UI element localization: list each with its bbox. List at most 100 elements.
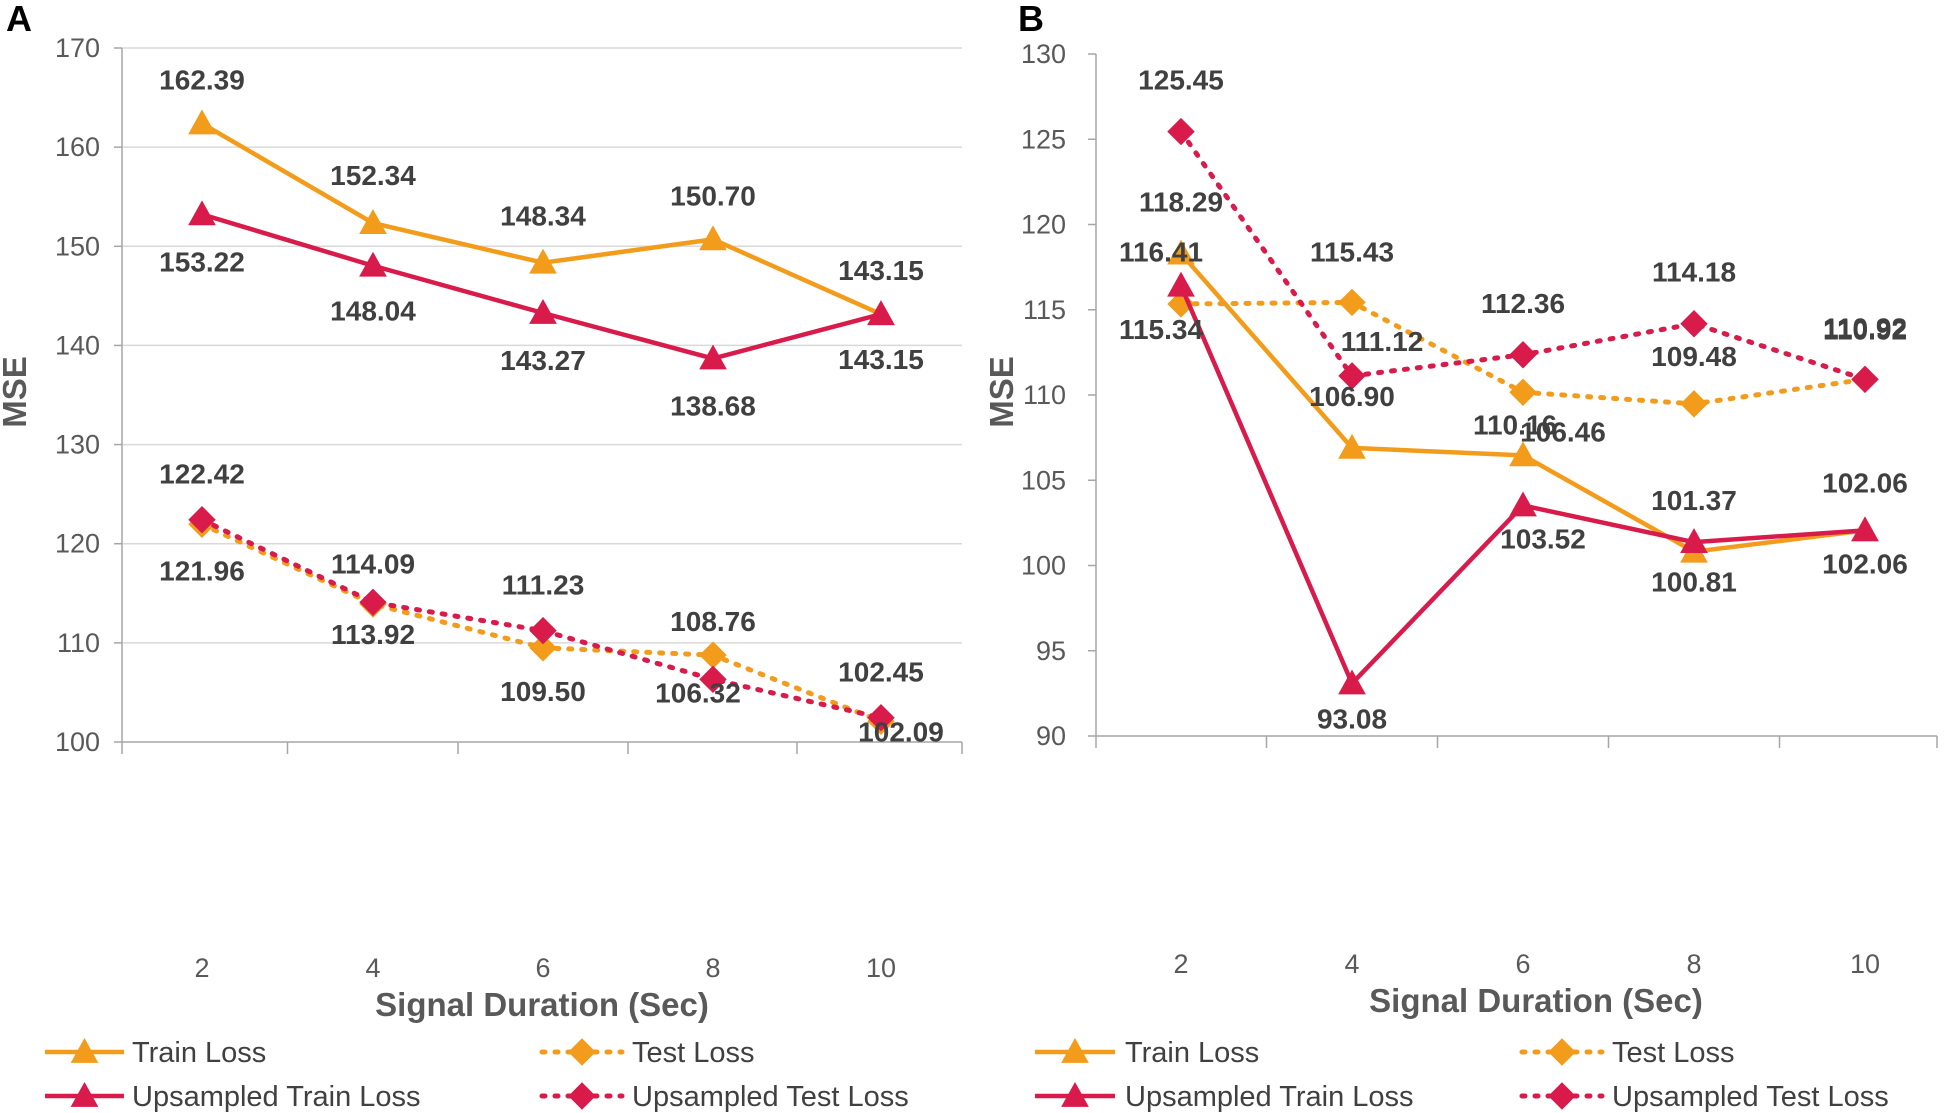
x-axis-title: Signal Duration (Sec) [375, 986, 709, 1023]
y-axis-title: MSE [983, 356, 1020, 428]
legend-label-upsampled-test-loss: Upsampled Test Loss [632, 1081, 909, 1113]
point-upsampled-test-loss [188, 506, 216, 534]
y-tick-label: 170 [55, 33, 100, 63]
legend-marker-train-loss [70, 1037, 99, 1063]
data-label-upsampled-train-loss: 101.37 [1651, 485, 1737, 516]
data-label-test-loss: 121.96 [159, 555, 245, 586]
data-label-train-loss: 100.81 [1651, 567, 1737, 598]
x-tick-label: 8 [705, 953, 720, 983]
point-upsampled-test-loss [359, 588, 387, 617]
point-train-loss [188, 109, 216, 135]
legend-marker-test-loss [1548, 1038, 1576, 1066]
data-label-upsampled-train-loss: 148.04 [330, 296, 416, 327]
data-label-test-loss: 115.43 [1310, 236, 1394, 267]
data-label-upsampled-test-loss: 125.45 [1138, 65, 1224, 96]
point-train-loss [699, 225, 727, 251]
point-train-loss [529, 248, 557, 274]
data-label-train-loss: 106.90 [1309, 381, 1395, 412]
data-label-test-loss: 109.50 [500, 676, 586, 707]
legend-marker-upsampled-test-loss [568, 1082, 596, 1110]
data-label-test-loss: 113.92 [331, 619, 415, 650]
x-tick-label: 6 [1515, 949, 1530, 979]
data-label-train-loss: 118.29 [1139, 187, 1223, 218]
data-label-test-loss: 110.92 [1823, 312, 1907, 343]
y-axis-title: MSE [0, 356, 33, 428]
x-tick-label: 4 [365, 953, 380, 983]
y-tick-label: 125 [1021, 124, 1066, 154]
legend-label-upsampled-test-loss: Upsampled Test Loss [1612, 1081, 1889, 1113]
x-tick-label: 8 [1686, 949, 1701, 979]
y-tick-label: 120 [55, 529, 100, 559]
point-upsampled-test-loss [1338, 362, 1366, 390]
y-tick-label: 130 [1021, 39, 1066, 69]
y-tick-label: 120 [1021, 210, 1066, 240]
y-tick-label: 140 [55, 330, 100, 360]
point-upsampled-test-loss [1167, 117, 1195, 146]
point-upsampled-train-loss [1509, 491, 1537, 517]
data-label-upsampled-train-loss: 102.06 [1822, 467, 1908, 498]
data-label-upsampled-test-loss: 111.23 [502, 570, 585, 601]
point-upsampled-train-loss [1680, 528, 1708, 554]
data-label-upsampled-test-loss: 122.42 [159, 459, 245, 490]
point-train-loss [359, 209, 387, 234]
y-tick-label: 110 [1023, 380, 1066, 410]
y-tick-label: 95 [1036, 636, 1066, 666]
x-axis-title: Signal Duration (Sec) [1369, 982, 1703, 1019]
point-upsampled-test-loss [1851, 365, 1879, 394]
point-test-loss [1509, 378, 1537, 406]
point-upsampled-test-loss [1509, 341, 1537, 369]
y-tick-label: 105 [1021, 465, 1066, 495]
data-label-upsampled-test-loss: 114.09 [331, 548, 415, 579]
data-label-test-loss: 108.76 [670, 606, 756, 637]
data-label-test-loss: 110.16 [1473, 409, 1557, 440]
point-upsampled-train-loss [188, 200, 216, 226]
x-tick-label: 10 [1850, 949, 1880, 979]
panel-b-chart: B 90 95 100 105 110 115 120 125 130 2 4 6 8 10 Signal D… [983, 0, 1938, 1113]
data-label-upsampled-train-loss: 103.52 [1500, 523, 1586, 554]
point-upsampled-train-loss [1851, 516, 1879, 542]
legend-marker-upsampled-train-loss [1061, 1081, 1089, 1107]
legend-label-upsampled-train-loss: Upsampled Train Loss [132, 1081, 421, 1113]
series-line-upsampled-train-loss [201, 212, 882, 361]
data-label-upsampled-test-loss: 102.45 [838, 657, 924, 688]
data-label-upsampled-train-loss: 93.08 [1317, 703, 1387, 734]
data-label-train-loss: 152.34 [330, 160, 416, 191]
x-tick-label: 10 [866, 953, 896, 983]
point-upsampled-test-loss [1680, 310, 1708, 338]
x-tick-label: 2 [1173, 949, 1188, 979]
data-label-upsampled-train-loss: 143.15 [838, 344, 924, 375]
point-upsampled-train-loss [359, 251, 387, 277]
point-train-loss [1338, 433, 1366, 459]
data-label-test-loss: 109.48 [1651, 341, 1737, 372]
point-upsampled-train-loss [529, 298, 557, 324]
data-label-train-loss: 162.39 [159, 64, 245, 95]
point-test-loss [1338, 288, 1366, 317]
x-tick-label: 4 [1344, 949, 1359, 979]
legend-label-test-loss: Test Loss [632, 1037, 755, 1069]
y-tick-label: 110 [57, 628, 100, 658]
point-train-loss [1509, 441, 1537, 467]
x-tick-label: 2 [194, 953, 209, 983]
point-test-loss [699, 641, 727, 669]
data-label-train-loss: 106.46 [1520, 416, 1606, 447]
data-label-train-loss: 148.34 [500, 201, 586, 232]
panel-letter: A [6, 0, 32, 39]
y-tick-label: 130 [55, 430, 100, 460]
point-upsampled-test-loss [867, 704, 895, 732]
y-tick-label: 115 [1023, 295, 1066, 325]
data-label-upsampled-train-loss: 153.22 [159, 246, 245, 277]
data-label-upsampled-train-loss: 138.68 [670, 391, 756, 422]
data-label-train-loss: 150.70 [670, 180, 756, 211]
y-tick-label: 160 [55, 132, 100, 162]
data-label-test-loss: 115.34 [1119, 314, 1204, 345]
data-label-train-loss: 102.06 [1822, 548, 1908, 579]
legend-marker-upsampled-test-loss [1548, 1082, 1576, 1110]
point-upsampled-train-loss [867, 300, 895, 326]
data-label-upsampled-test-loss: 114.18 [1652, 257, 1736, 288]
data-label-upsampled-train-loss: 116.41 [1119, 237, 1203, 268]
point-upsampled-train-loss [1338, 669, 1366, 695]
legend-label-train-loss: Train Loss [132, 1037, 266, 1069]
y-tick-label: 100 [1021, 551, 1066, 581]
point-upsampled-train-loss [699, 344, 727, 370]
